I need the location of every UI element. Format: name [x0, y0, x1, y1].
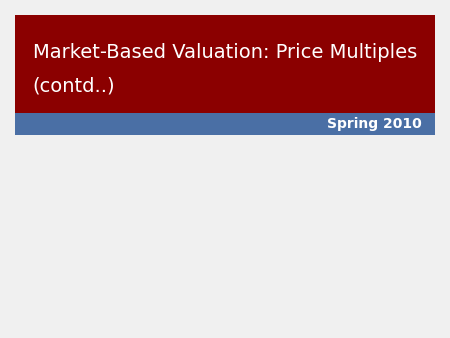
Text: (contd..): (contd..)	[33, 76, 116, 95]
Text: Spring 2010: Spring 2010	[327, 117, 422, 131]
Text: Market-Based Valuation: Price Multiples: Market-Based Valuation: Price Multiples	[33, 43, 417, 62]
